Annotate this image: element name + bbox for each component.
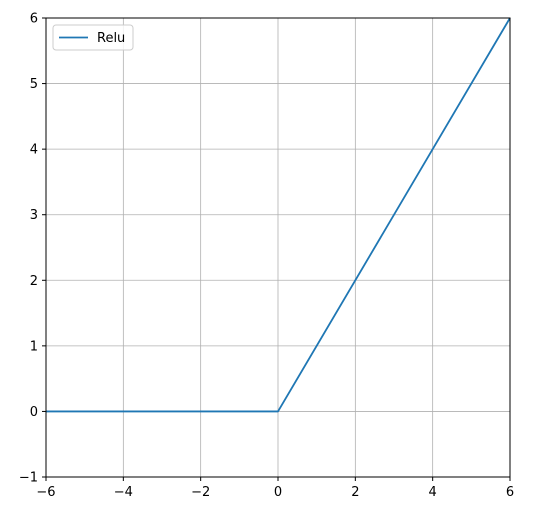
x-tick-label: 2 <box>351 485 359 500</box>
y-tick-label: 3 <box>30 208 38 223</box>
y-tick-label: 6 <box>30 12 38 27</box>
x-tick-label: 6 <box>506 485 514 500</box>
legend-box <box>52 24 134 51</box>
x-axis-ticks: −6 −4 −2 0 2 4 6 <box>36 477 514 500</box>
x-tick-label: 4 <box>429 485 437 500</box>
y-tick-label: 0 <box>30 405 38 420</box>
x-tick-label: 0 <box>274 485 282 500</box>
series-line-relu <box>46 17 511 413</box>
y-tick-label: 2 <box>30 274 38 289</box>
series-layer <box>46 17 511 413</box>
y-tick-label: 5 <box>30 77 38 92</box>
legend-label-relu: Relu <box>97 31 125 46</box>
y-tick-label: 4 <box>30 143 38 158</box>
x-tick-label: −6 <box>36 485 55 500</box>
legend: Relu <box>52 24 134 51</box>
y-tick-label: −1 <box>19 471 38 486</box>
y-tick-label: 1 <box>30 339 38 354</box>
y-axis-ticks: −1 0 1 2 3 4 5 6 <box>19 12 46 486</box>
x-tick-label: −4 <box>114 485 133 500</box>
x-tick-label: −2 <box>191 485 210 500</box>
